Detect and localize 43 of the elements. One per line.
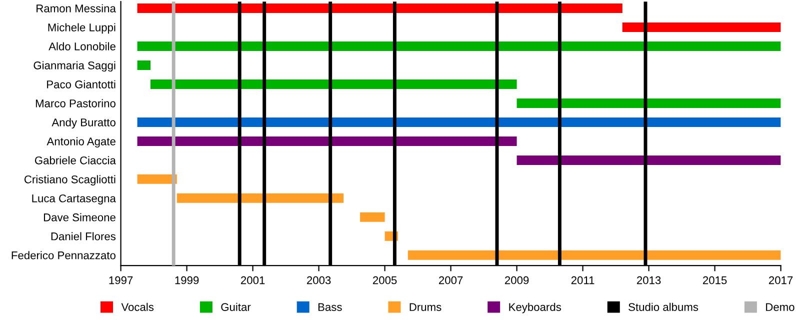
y-tick-label: Gianmaria Saggi (34, 61, 116, 72)
y-tick-label: Luca Cartasegna (32, 194, 116, 205)
legend-label: Keyboards (509, 302, 562, 314)
legend-label: Guitar (221, 302, 251, 312)
x-tick-label: 2001 (241, 276, 265, 284)
y-tick-label: Dave Simeone (44, 213, 116, 222)
x-tick-label: 2011 (571, 276, 594, 284)
x-tick-label: 1997 (109, 276, 133, 284)
legend-label: Vocals (121, 302, 154, 312)
y-tick-label: Antonio Agate (46, 137, 116, 148)
x-tick-label: 2007 (439, 276, 463, 284)
x-tick-label: 1999 (175, 276, 199, 284)
bar (408, 250, 781, 260)
y-tick-label: Gabriele Ciaccia (34, 156, 116, 164)
bar (137, 60, 150, 70)
y-tick-label: Paco Giantotti (47, 80, 116, 88)
y-tick-label: Andy Buratto (52, 118, 116, 129)
y-tick-label: Marco Pastorino (36, 99, 116, 108)
legend-label: Drums (410, 303, 442, 312)
bar (360, 212, 385, 222)
x-tick-label: 2017 (769, 276, 793, 284)
x-tick-label: 2003 (307, 276, 331, 284)
bar (622, 22, 781, 32)
bar (137, 4, 622, 13)
legend-label: Demo (766, 303, 794, 312)
x-tick-label: 2013 (637, 276, 661, 284)
bar (137, 117, 781, 127)
legend-label: Studio albums (628, 302, 698, 312)
x-tick-label: 2005 (373, 276, 397, 284)
bar (516, 98, 781, 108)
x-tick-label: 2015 (703, 276, 727, 284)
y-tick-label: Ramon Messina (36, 4, 116, 12)
y-tick-label: Federico Pennazzato (12, 251, 116, 260)
y-tick-label: Cristiano Scagliotti (24, 175, 116, 186)
bar (516, 155, 781, 165)
bar (137, 41, 781, 51)
legend-label: Bass (318, 303, 342, 312)
bar (137, 136, 517, 146)
y-tick-label: Daniel Flores (51, 232, 116, 240)
y-tick-label: Michele Luppi (48, 23, 116, 34)
x-tick-label: 2009 (505, 276, 529, 284)
bar (176, 193, 344, 203)
y-tick-label: Aldo Lonobile (48, 42, 116, 50)
